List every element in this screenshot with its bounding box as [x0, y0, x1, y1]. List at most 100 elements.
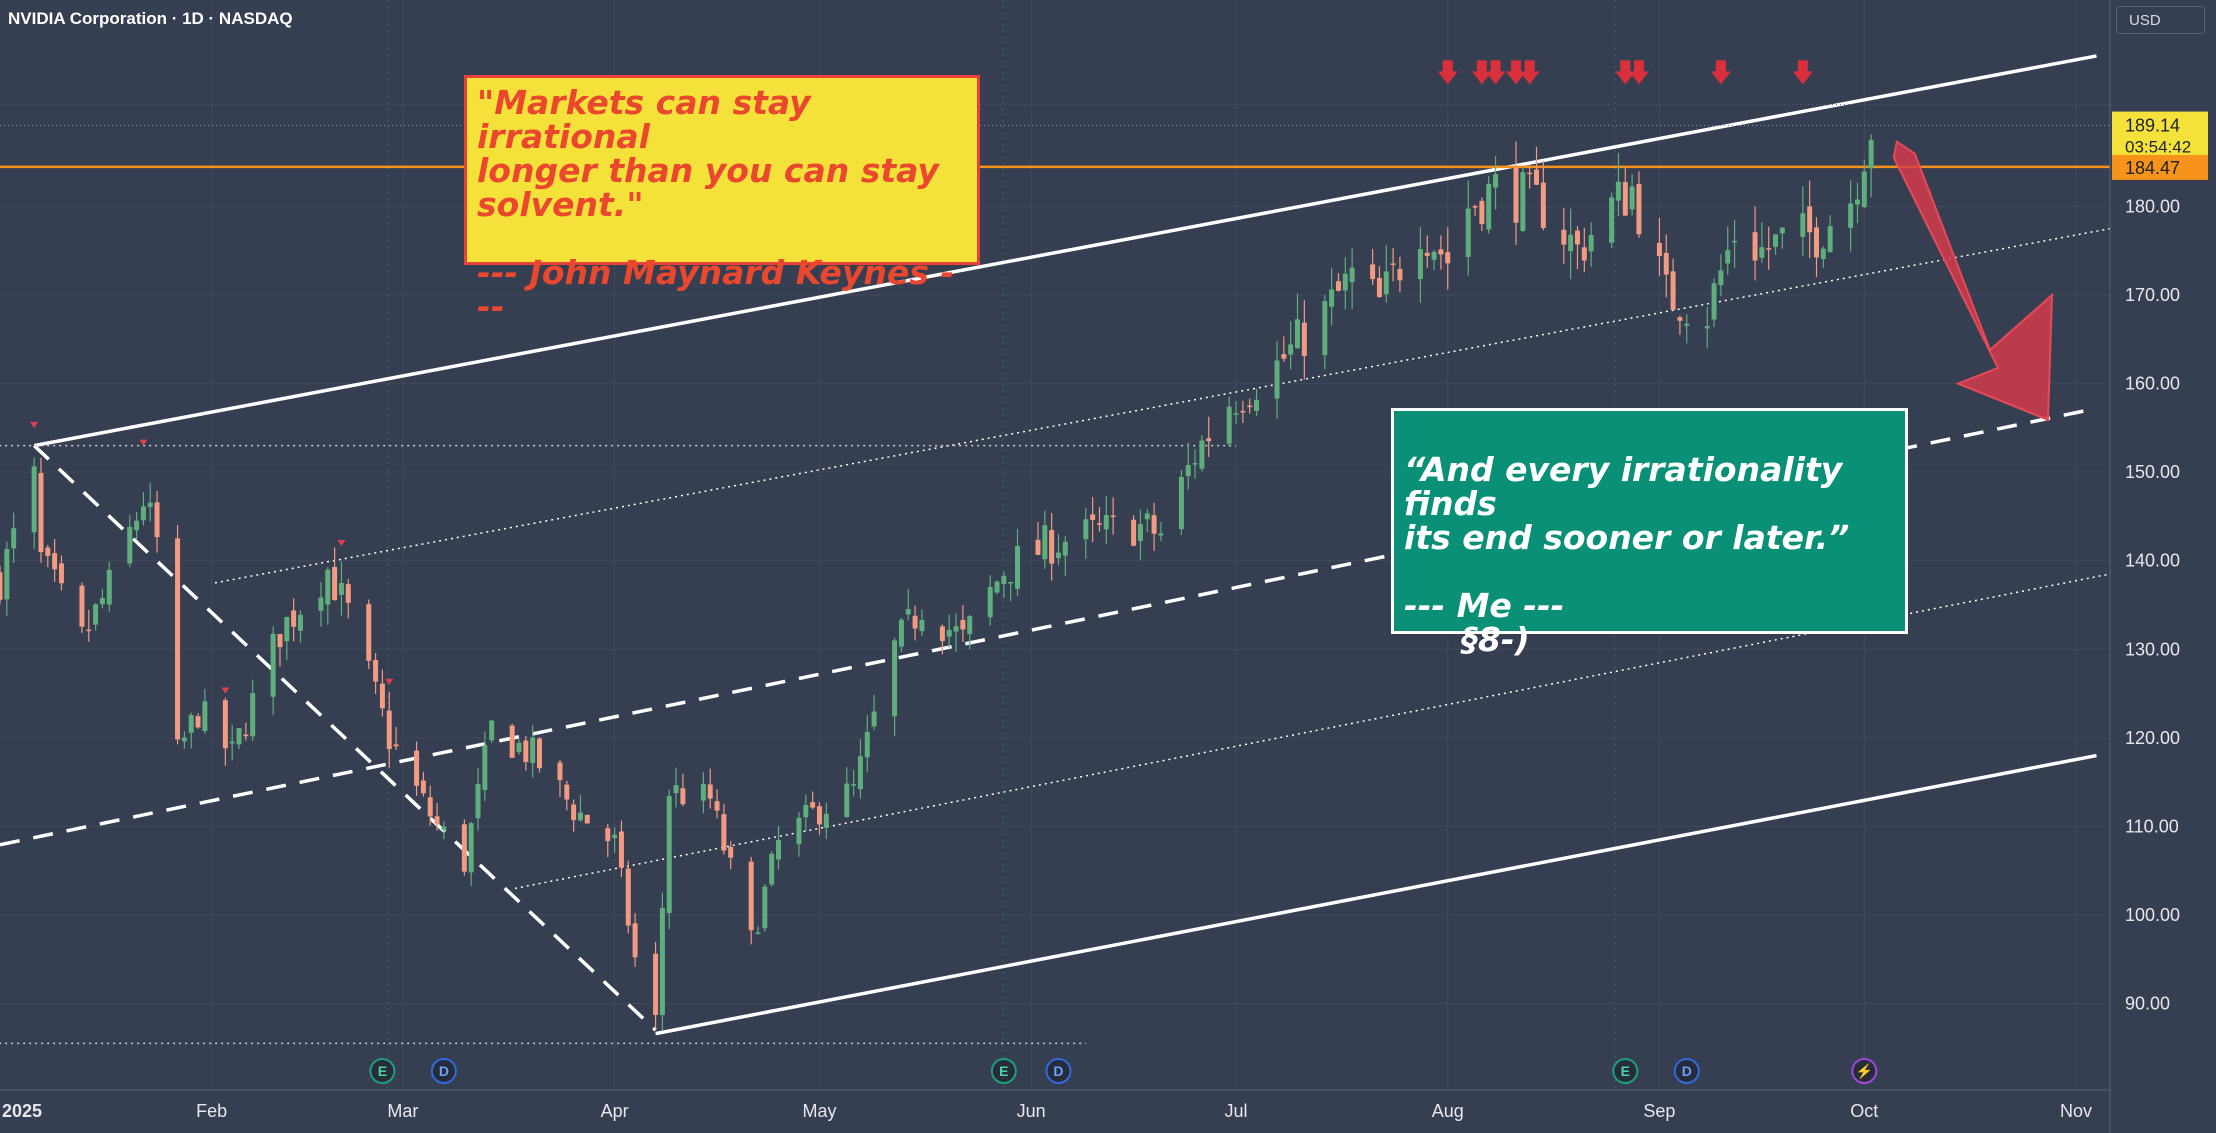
x-tick-label: Sep	[1643, 1101, 1675, 1121]
candle-body	[905, 609, 911, 615]
candle-body	[1083, 519, 1089, 540]
candle-body	[898, 619, 904, 647]
candle-body	[1581, 247, 1587, 261]
candle-body	[1773, 234, 1779, 247]
candle-body	[1868, 139, 1874, 169]
candle-body	[297, 614, 303, 631]
event-marker-ring	[1851, 1058, 1878, 1084]
event-marker[interactable]: E	[990, 1058, 1017, 1084]
candle-body	[1438, 249, 1444, 255]
candle-body	[1131, 519, 1137, 546]
candle-body	[776, 839, 781, 860]
candle-body	[803, 804, 809, 818]
y-tick-label: 180.00	[2125, 197, 2180, 217]
candle-body	[762, 886, 768, 929]
event-marker-ring	[1673, 1058, 1700, 1084]
candle-body	[1042, 525, 1048, 560]
candle-body	[434, 816, 440, 825]
candle-body	[1718, 270, 1724, 286]
down-arrow-marker	[1792, 60, 1813, 85]
my-quote-note[interactable]: “And every irrationality finds its end s…	[1391, 408, 1908, 657]
candle-body	[1527, 172, 1533, 175]
candle-body	[1001, 575, 1007, 584]
candle-body	[181, 737, 187, 742]
candle-body	[1390, 263, 1396, 265]
candle-body	[666, 795, 672, 914]
x-tick-label: Oct	[1850, 1101, 1878, 1121]
candle-body	[1704, 326, 1710, 329]
candle-body	[810, 802, 816, 808]
candle-body	[1397, 269, 1403, 281]
event-marker-label: E	[1621, 1063, 1630, 1079]
candle-body	[1609, 197, 1615, 243]
candle-body	[1274, 360, 1280, 399]
candle-body	[134, 520, 140, 531]
last-price-box	[2112, 111, 2208, 159]
candle-body	[755, 932, 761, 935]
candle-body	[953, 626, 959, 632]
candle-body	[1479, 200, 1485, 225]
candle-body	[222, 700, 228, 749]
event-marker[interactable]: E	[369, 1058, 396, 1084]
candle-body	[1827, 226, 1833, 253]
price-levels	[0, 104, 2110, 1045]
candle-body	[127, 526, 133, 564]
countdown-label: 03:54:42	[2125, 138, 2191, 157]
candle-body	[1677, 317, 1683, 321]
candle-body	[1370, 264, 1376, 280]
candle-body	[45, 547, 51, 556]
candle-body	[1178, 476, 1184, 530]
candle-body	[714, 801, 720, 811]
candle-body	[1732, 240, 1738, 243]
candle-body	[1513, 167, 1519, 223]
event-markers: E D E D E D ⚡	[369, 1058, 1878, 1084]
channel-quarter-lower-line	[514, 573, 2111, 890]
candle-body	[243, 734, 249, 737]
candle-body	[318, 597, 324, 611]
candle-body	[584, 814, 590, 824]
candle-body	[79, 585, 85, 627]
candle-body	[99, 598, 105, 605]
candle-body	[530, 737, 536, 764]
candle-body	[707, 784, 713, 799]
candle-body	[1854, 199, 1860, 205]
event-marker[interactable]: D	[430, 1058, 457, 1084]
event-marker-label: D	[1682, 1063, 1692, 1079]
candle-body	[1383, 271, 1389, 295]
signal-marker	[30, 421, 39, 428]
candle-body	[769, 853, 775, 885]
forecast-arrow-group	[1892, 139, 2054, 422]
candle-body	[1629, 186, 1635, 210]
candle-body	[1445, 252, 1451, 264]
candle-body	[277, 634, 283, 648]
x-tick-label: Jul	[1225, 1101, 1248, 1121]
candle-body	[960, 619, 966, 630]
x-tick-label: Apr	[601, 1101, 629, 1121]
candle-body	[700, 783, 706, 801]
down-arrow-marker	[1628, 60, 1649, 85]
event-marker[interactable]: D	[1045, 1058, 1072, 1084]
candle-body	[857, 756, 863, 790]
candle-body	[93, 604, 99, 625]
event-marker[interactable]: D	[1673, 1058, 1700, 1084]
candle-body	[1820, 248, 1826, 260]
candle-body	[379, 683, 385, 709]
candles	[0, 134, 1874, 1031]
event-marker[interactable]: E	[1612, 1058, 1639, 1084]
candle-body	[1711, 283, 1717, 320]
down-arrow-marker	[1519, 60, 1540, 85]
candle-body	[1465, 208, 1471, 257]
candle-body	[366, 604, 372, 661]
currency-selector[interactable]: USD	[2116, 6, 2205, 34]
keynes-quote-note[interactable]: "Markets can stay irrational longer than…	[464, 75, 980, 324]
event-marker[interactable]: ⚡	[1851, 1058, 1878, 1084]
candle-body	[1622, 182, 1628, 216]
candle-body	[967, 616, 973, 635]
candle-body	[1090, 514, 1096, 520]
candle-body	[1335, 281, 1341, 291]
candle-body	[1342, 273, 1348, 291]
x-tick-label: May	[802, 1101, 836, 1121]
candle-body	[1752, 232, 1758, 261]
candle-body	[1663, 252, 1669, 275]
candle-body	[892, 640, 898, 717]
